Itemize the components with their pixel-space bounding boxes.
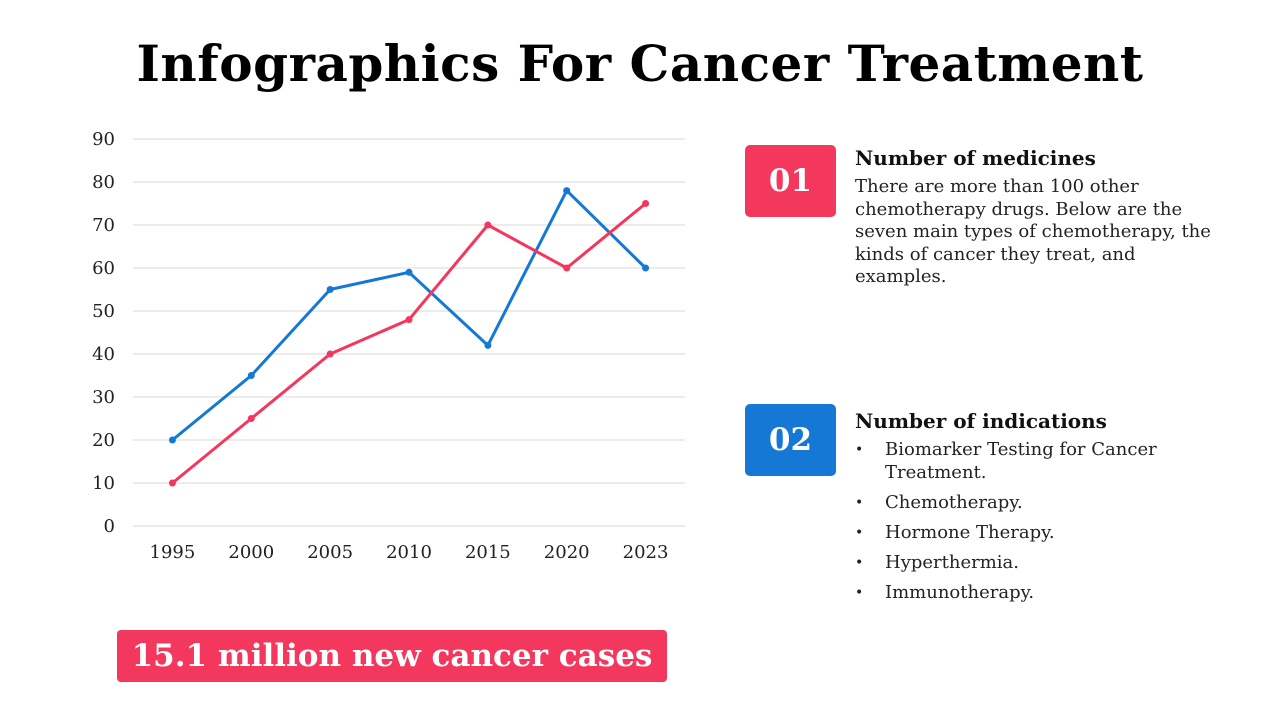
x-tick-label: 2000 <box>228 542 274 563</box>
y-tick-label: 40 <box>92 344 115 365</box>
x-tick-label: 2010 <box>386 542 432 563</box>
list-item-label: Chemotherapy. <box>885 491 1023 513</box>
list-item: • Immunotherapy. <box>855 582 1215 605</box>
badge-01: 01 <box>745 145 836 217</box>
list-item: • Hormone Therapy. <box>855 522 1215 545</box>
y-tick-label: 50 <box>92 301 115 322</box>
x-tick-label: 2023 <box>623 542 669 563</box>
series-1-point <box>563 187 571 195</box>
series-1-point <box>247 372 255 379</box>
cases-banner: 15.1 million new cancer cases <box>117 630 667 682</box>
series-2-point <box>405 316 413 324</box>
medicines-heading: Number of medicines <box>855 146 1096 170</box>
series-1-point <box>326 286 334 293</box>
badge-02: 02 <box>745 404 836 476</box>
y-tick-label: 0 <box>104 516 115 537</box>
y-tick-label: 10 <box>92 473 115 494</box>
line-chart: 0 10 20 30 40 50 60 70 80 90 1995 2000 2005 2010 2015 2… <box>92 129 685 563</box>
series-2-point <box>168 479 176 487</box>
list-item-label: Biomarker Testing for Cancer Treatment. <box>885 439 1157 483</box>
series-1-point <box>168 436 176 444</box>
bullet-icon: • <box>855 442 864 458</box>
list-item-label: Hormone Therapy. <box>885 521 1055 543</box>
indications-heading: Number of indications <box>855 409 1107 433</box>
x-tick-label: 2020 <box>544 542 590 563</box>
bullet-icon: • <box>855 524 864 541</box>
y-tick-label: 70 <box>92 215 115 236</box>
y-tick-label: 30 <box>92 387 115 408</box>
list-item-label: Hyperthermia. <box>885 551 1020 573</box>
x-tick-label: 1995 <box>150 542 196 563</box>
list-item-label: Immunotherapy. <box>885 581 1035 603</box>
series-1-point <box>405 268 413 276</box>
list-item: • Biomarker Testing for Cancer Treatment. <box>855 439 1215 484</box>
indications-list: • Biomarker Testing for Cancer Treatment.… <box>855 439 1215 604</box>
series-2-point <box>484 221 492 229</box>
series-2-point <box>326 350 334 358</box>
page-title: Infographics For Cancer Treatment <box>136 34 1144 93</box>
series-1-point <box>484 341 492 349</box>
y-tick-label: 80 <box>92 172 115 193</box>
series-2-point <box>642 200 650 207</box>
series-2-point <box>247 415 255 422</box>
x-tick-label: 2015 <box>465 542 511 563</box>
y-tick-label: 60 <box>92 258 115 279</box>
indications-block: Number of indications • Biomarker Testing… <box>855 409 1215 612</box>
series-1-point <box>642 264 650 272</box>
bullet-icon: • <box>855 554 864 571</box>
series-2-line <box>170 202 648 485</box>
y-tick-label: 90 <box>92 129 115 150</box>
bullet-icon: • <box>855 584 864 601</box>
y-tick-label: 20 <box>92 430 115 451</box>
series-1-line <box>170 189 648 442</box>
list-item: • Hyperthermia. <box>855 552 1215 575</box>
medicines-text: There are more than 100 other chemothera… <box>855 176 1211 287</box>
x-tick-label: 2005 <box>307 542 353 563</box>
bullet-icon: • <box>855 494 864 511</box>
medicines-block: Number of medicines There are more than … <box>855 146 1215 289</box>
series-2-point <box>563 264 571 272</box>
list-item: • Chemotherapy. <box>855 492 1215 515</box>
